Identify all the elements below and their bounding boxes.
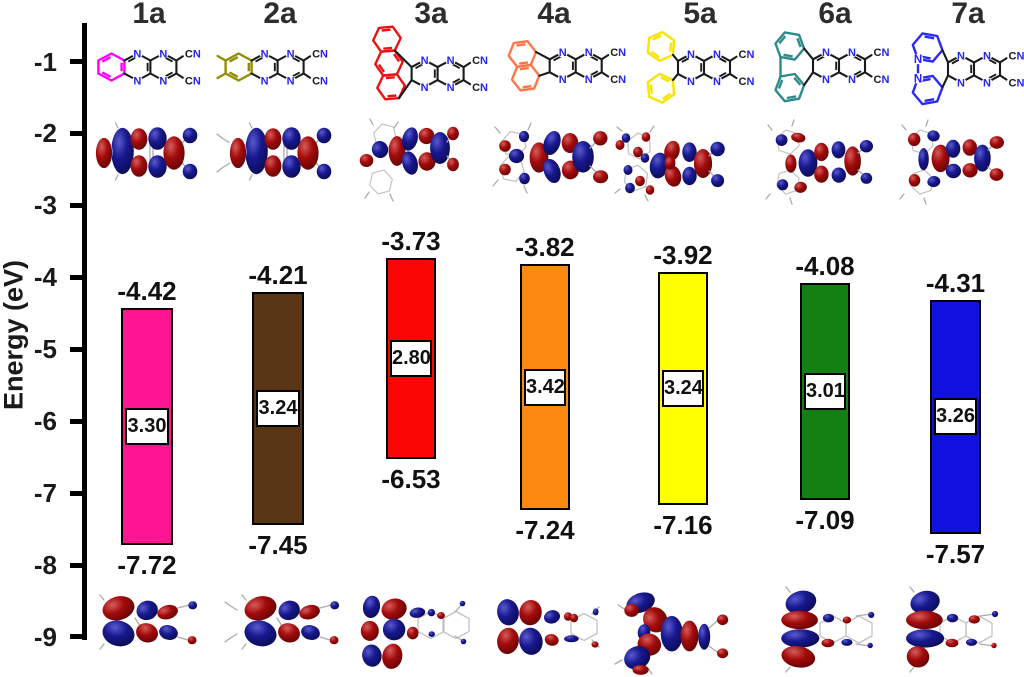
svg-text:N: N (687, 76, 695, 88)
svg-text:N: N (447, 82, 455, 94)
svg-text:CN: CN (185, 48, 201, 60)
svg-text:N: N (983, 50, 991, 62)
svg-text:N: N (447, 55, 455, 67)
svg-text:N: N (687, 49, 695, 61)
svg-text:N: N (957, 50, 965, 62)
svg-text:N: N (421, 55, 429, 67)
svg-text:CN: CN (1009, 50, 1024, 62)
svg-text:CN: CN (610, 47, 626, 59)
svg-text:N: N (261, 48, 269, 60)
svg-text:N: N (914, 73, 922, 85)
svg-text:N: N (822, 47, 830, 59)
svg-text:CN: CN (472, 82, 488, 94)
svg-text:N: N (585, 47, 593, 59)
svg-text:CN: CN (739, 49, 755, 61)
svg-text:N: N (848, 47, 856, 59)
svg-text:N: N (914, 54, 922, 66)
svg-text:CN: CN (874, 74, 890, 86)
svg-text:N: N (287, 75, 295, 87)
svg-text:CN: CN (1009, 77, 1024, 89)
svg-text:N: N (287, 48, 295, 60)
svg-text:N: N (261, 75, 269, 87)
svg-text:CN: CN (312, 48, 328, 60)
svg-text:N: N (559, 47, 567, 59)
svg-text:CN: CN (739, 76, 755, 88)
svg-text:N: N (133, 75, 141, 87)
svg-text:N: N (848, 74, 856, 86)
svg-text:N: N (159, 75, 167, 87)
svg-text:N: N (983, 77, 991, 89)
svg-text:N: N (713, 49, 721, 61)
svg-text:N: N (421, 82, 429, 94)
svg-text:N: N (133, 48, 141, 60)
svg-text:CN: CN (874, 47, 890, 59)
svg-text:N: N (559, 74, 567, 86)
svg-text:N: N (159, 48, 167, 60)
svg-text:CN: CN (312, 75, 328, 87)
svg-text:N: N (585, 74, 593, 86)
svg-text:N: N (822, 74, 830, 86)
svg-text:CN: CN (185, 75, 201, 87)
svg-text:CN: CN (472, 55, 488, 67)
svg-text:CN: CN (610, 74, 626, 86)
svg-text:N: N (713, 76, 721, 88)
svg-text:N: N (957, 77, 965, 89)
